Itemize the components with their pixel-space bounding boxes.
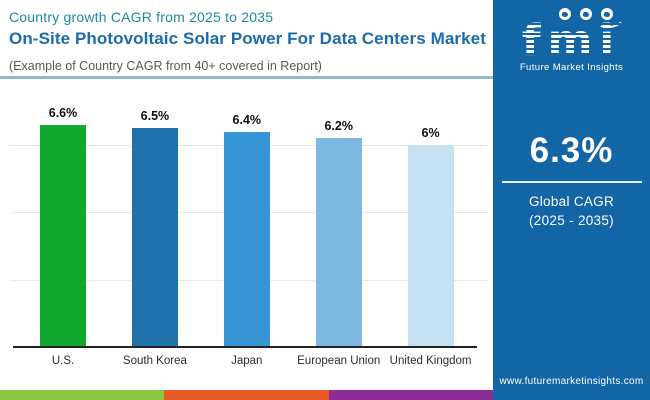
fmi-logo-wordmark: fmi	[521, 20, 622, 63]
bar-value-label-u-s: 6.6%	[48, 105, 78, 120]
bar-value-label-south-korea: 6.5%	[140, 109, 170, 124]
bar-united-kingdom	[407, 145, 454, 347]
footer-strip-segment-1	[0, 390, 165, 400]
footer-color-strip	[0, 390, 493, 400]
fmi-logo-tagline: Future Market Insights	[519, 62, 624, 73]
x-axis-line	[13, 346, 477, 348]
brand-panel: fmi Future Market Insights 6.3% Global C…	[493, 0, 650, 400]
fmi-logo-stripes	[521, 20, 622, 59]
global-cagr-block: 6.3% Global CAGR (2025 - 2035)	[493, 131, 650, 230]
global-cagr-period: (2025 - 2035)	[529, 213, 614, 228]
chart-note: (Example of Country CAGR from 40+ covere…	[9, 59, 322, 73]
axis-category-label-japan: Japan	[231, 355, 263, 367]
axis-category-label-south-korea: South Korea	[122, 355, 187, 367]
cagr-divider	[501, 181, 642, 183]
chart-subtitle: Country growth CAGR from 2025 to 2035	[9, 9, 274, 25]
globe-icon	[600, 8, 613, 20]
axis-category-label-united-kingdom: United Kingdom	[389, 355, 472, 367]
chart-header: Country growth CAGR from 2025 to 2035 On…	[9, 9, 487, 73]
global-cagr-value: 6.3%	[529, 131, 614, 170]
map-icon	[558, 8, 571, 20]
bar-south-korea	[131, 128, 178, 347]
compass-icon	[579, 8, 592, 20]
footer-strip-segment-3	[328, 390, 493, 400]
fmi-logo-icons	[493, 7, 650, 31]
chart-region: Country growth CAGR from 2025 to 2035 On…	[0, 9, 493, 400]
header-divider	[0, 76, 493, 79]
bar-value-label-united-kingdom: 6%	[421, 126, 440, 141]
bar-u-s	[40, 124, 86, 347]
bar-european-union	[315, 138, 362, 347]
bar-japan	[223, 131, 270, 347]
fmi-logo: fmi Future Market Insights	[493, 7, 650, 73]
bar-value-label-european-union: 6.2%	[324, 119, 353, 134]
axis-category-label-european-union: European Union	[297, 355, 381, 367]
axis-category-label-u-s: U.S.	[51, 355, 75, 367]
chart-title: On-Site Photovoltaic Solar Power For Dat…	[9, 29, 486, 48]
bar-chart-plot: 6.6% U.S. 6.5% South Korea 6.4% Japan 6.2% Euro…	[10, 105, 488, 367]
bar-value-label-japan: 6.4%	[232, 112, 262, 127]
global-cagr-label: Global CAGR	[528, 194, 615, 209]
footer-strip-segment-2	[164, 390, 329, 400]
website-url: www.futuremarketinsights.com	[499, 376, 644, 387]
